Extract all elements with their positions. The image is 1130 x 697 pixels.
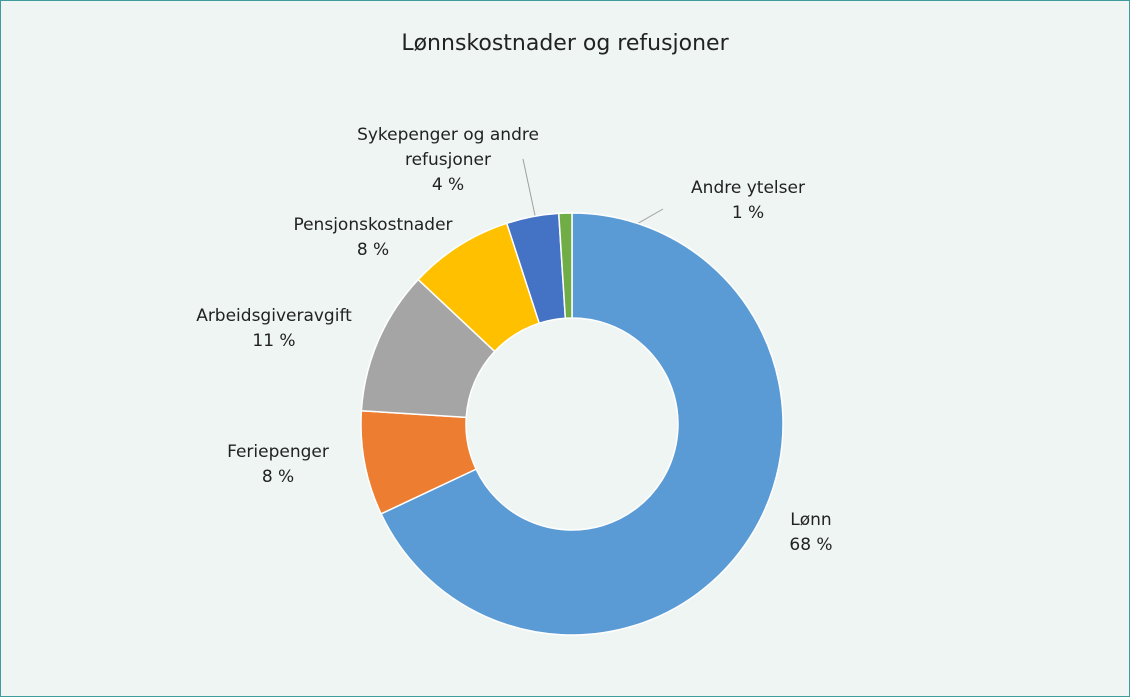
data-label: Arbeidsgiveravgift 11 % xyxy=(174,304,374,354)
label-value: 8 % xyxy=(356,240,390,260)
label-name: Feriepenger xyxy=(227,442,329,462)
data-label: Andre ytelser 1 % xyxy=(668,176,828,226)
chart-title: Lønnskostnader og refusjoner xyxy=(401,31,729,56)
label-value: 68 % xyxy=(789,535,833,555)
label-name: Sykepenger og andre refusjoner xyxy=(357,125,539,170)
data-label: Lønn 68 % xyxy=(751,508,871,558)
label-name: Pensjonskostnader xyxy=(293,215,453,235)
data-label: Pensjonskostnader 8 % xyxy=(263,213,483,263)
label-name: Lønn xyxy=(790,510,832,530)
data-label: Sykepenger og andre refusjoner 4 % xyxy=(348,123,548,198)
label-value: 8 % xyxy=(261,467,295,487)
label-value: 11 % xyxy=(252,331,296,351)
donut-slice xyxy=(557,212,573,320)
data-label: Feriepenger 8 % xyxy=(188,440,368,490)
label-name: Arbeidsgiveravgift xyxy=(196,306,352,326)
donut-slice xyxy=(380,212,784,636)
label-name: Andre ytelser xyxy=(691,178,805,198)
label-value: 1 % xyxy=(731,203,765,223)
label-value: 4 % xyxy=(431,175,465,195)
